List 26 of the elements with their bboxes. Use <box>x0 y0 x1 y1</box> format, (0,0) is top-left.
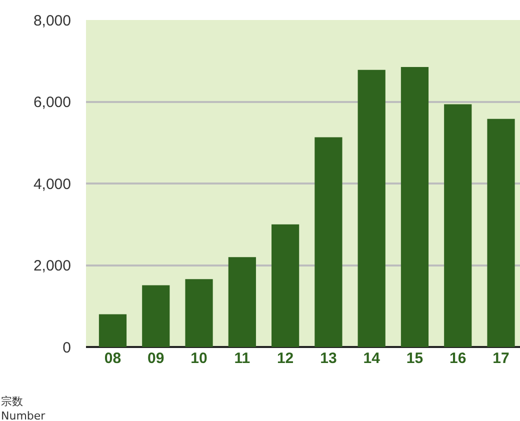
y-tick-label: 0 <box>62 339 71 356</box>
bar <box>272 224 300 347</box>
y-tick-label: 4,000 <box>33 176 71 193</box>
x-tick-label: 12 <box>276 350 294 367</box>
bar <box>314 137 342 347</box>
x-tick-label: 09 <box>148 350 164 367</box>
bar <box>400 67 429 347</box>
x-tick-label: 17 <box>492 350 510 367</box>
bar <box>358 70 386 347</box>
bar <box>487 118 515 347</box>
y-tick-label: 6,000 <box>33 94 71 111</box>
bar <box>98 314 127 347</box>
y-tick-label: 8,000 <box>33 12 71 30</box>
x-tick-label: 14 <box>363 350 381 367</box>
bar <box>185 279 213 347</box>
bar <box>142 285 170 347</box>
bar <box>444 104 472 347</box>
y-tick-label: 2,000 <box>33 258 71 274</box>
x-tick-label: 16 <box>450 350 466 367</box>
x-tick-label: 08 <box>104 350 122 367</box>
x-tick-label: 10 <box>190 350 208 367</box>
bar <box>228 257 256 347</box>
x-tick-label: 11 <box>234 350 250 367</box>
x-tick-label: 15 <box>406 350 424 367</box>
x-tick-label: 13 <box>320 350 337 367</box>
y-axis-title: 宗数 Number <box>1 395 46 421</box>
